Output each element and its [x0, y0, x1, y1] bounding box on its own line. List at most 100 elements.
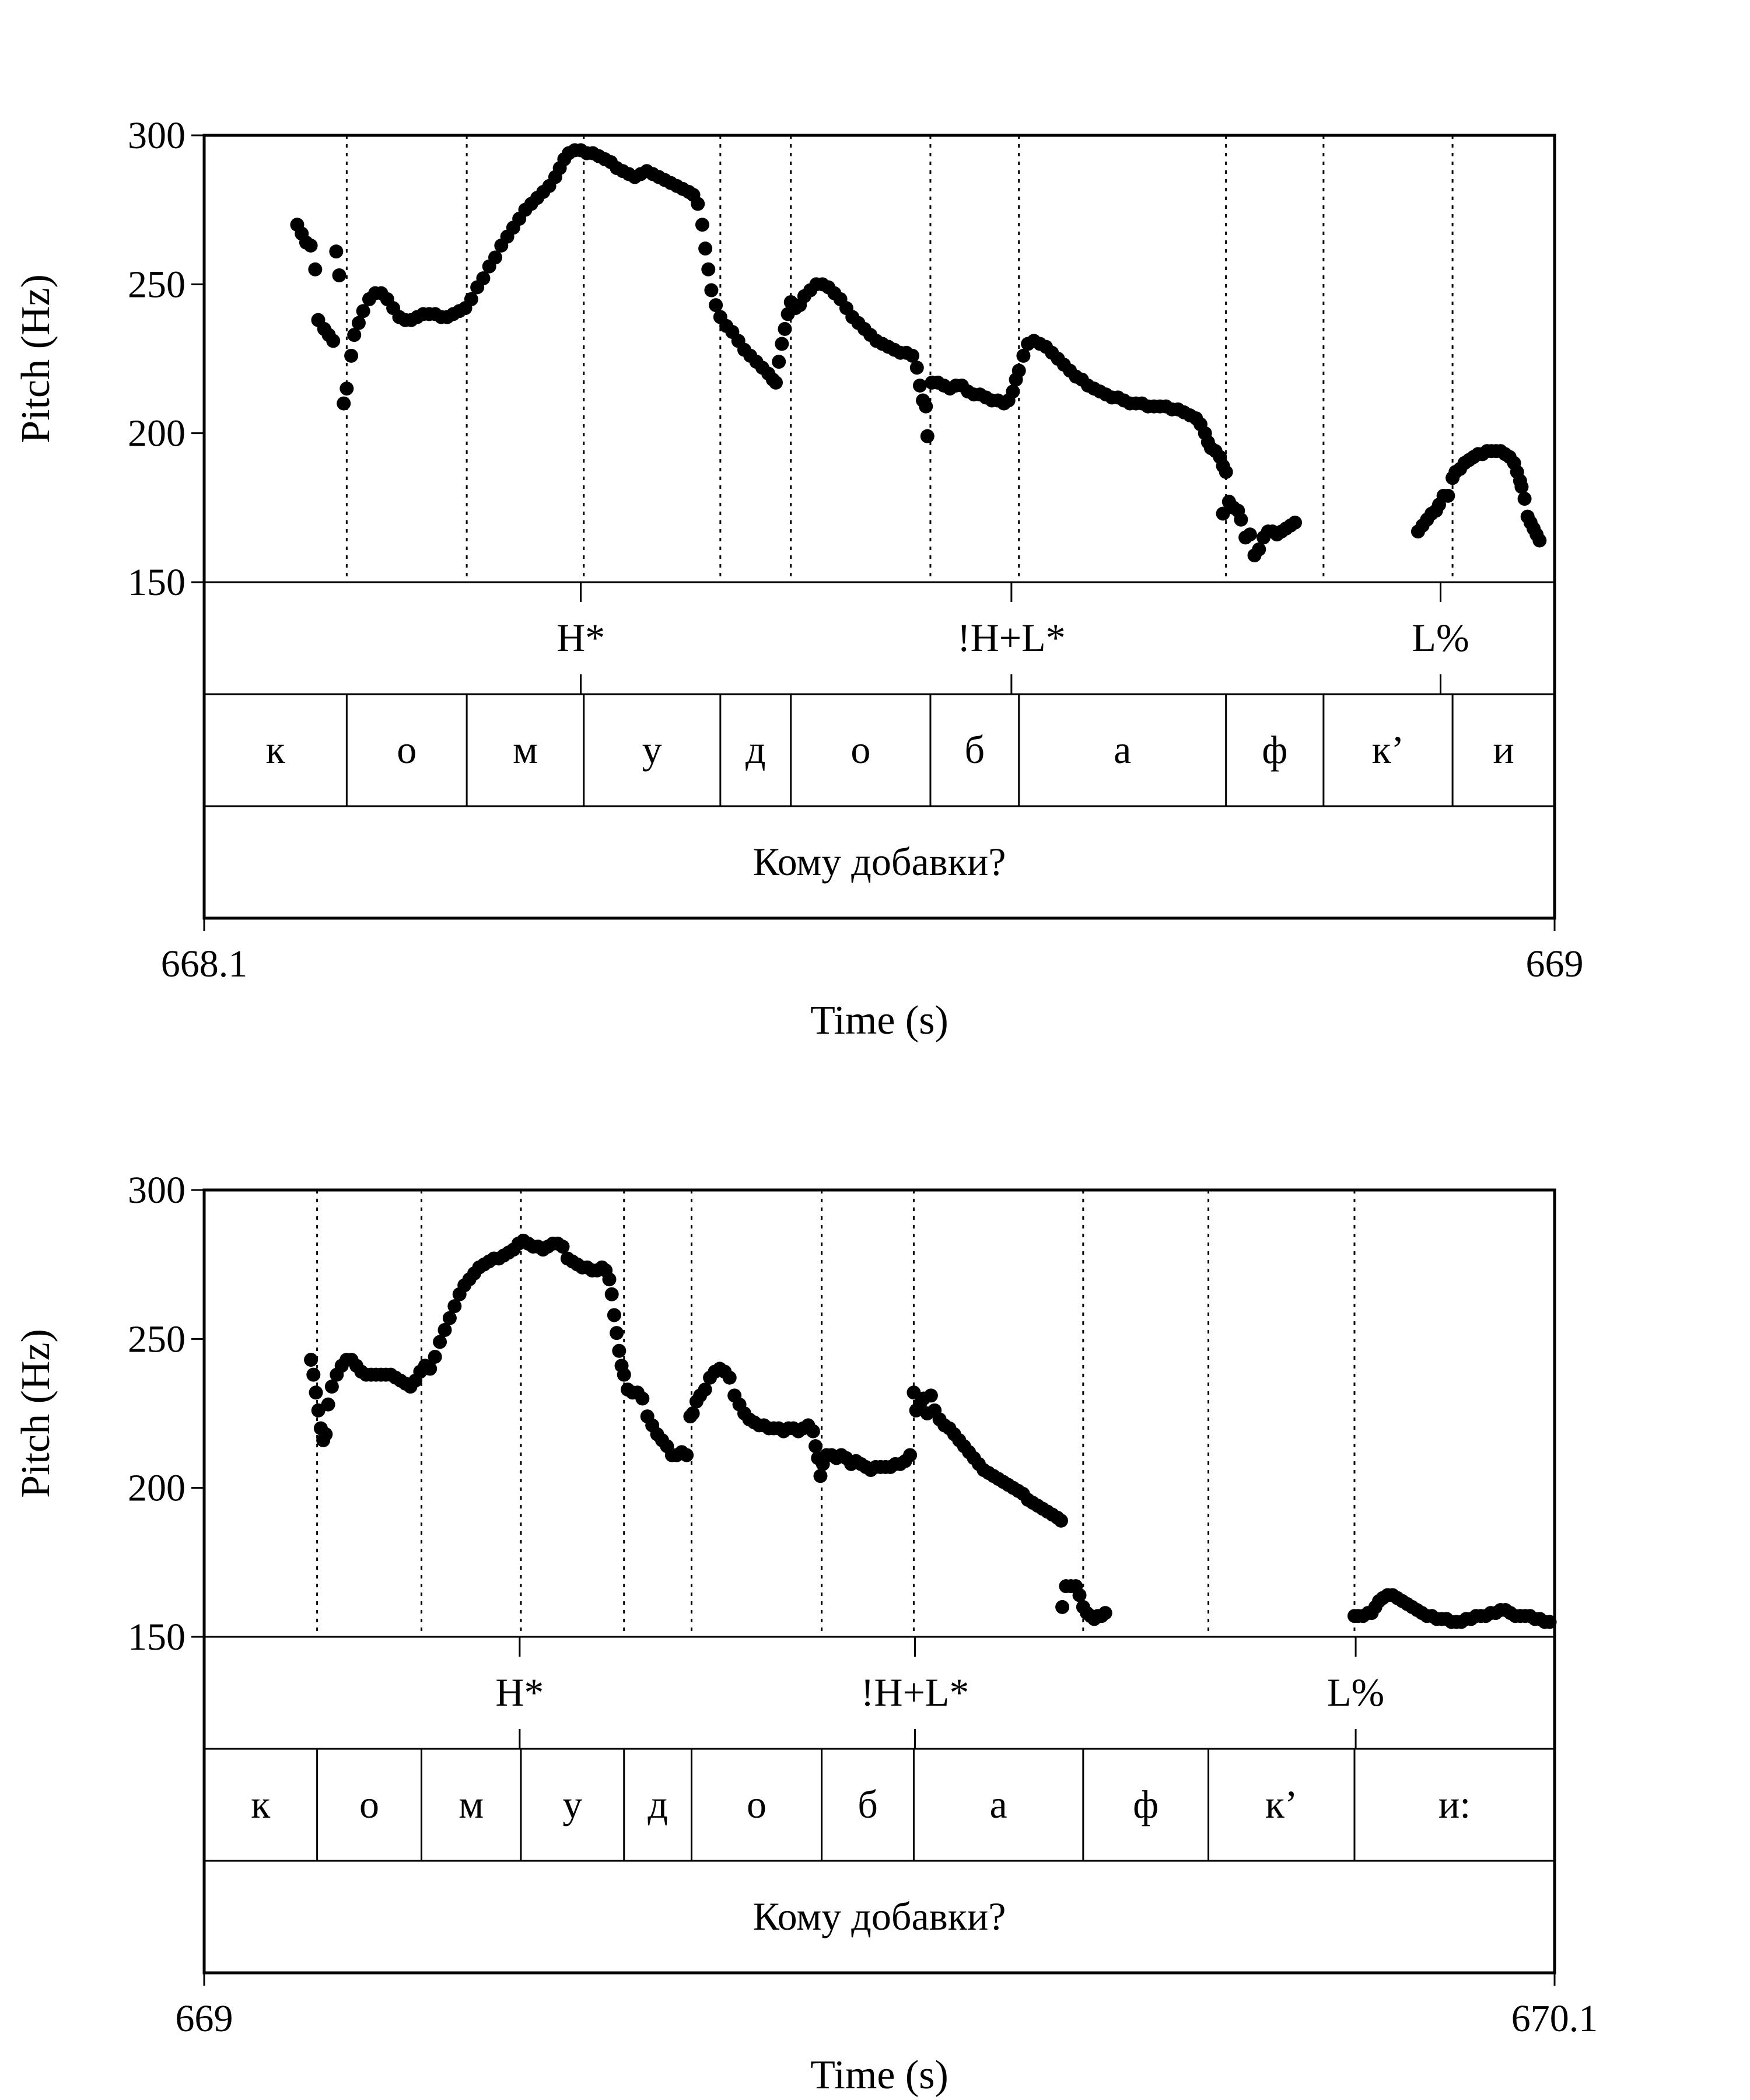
pitch-point — [1234, 512, 1248, 527]
y-tick-label: 200 — [128, 412, 186, 455]
segment-label: к — [251, 1782, 271, 1826]
pitch-point — [476, 271, 491, 286]
segment-label: д — [746, 727, 766, 772]
pitch-point — [769, 375, 783, 390]
pitch-point — [1219, 465, 1233, 480]
y-tick-label: 250 — [128, 1318, 186, 1360]
segment-label: к’ — [1372, 727, 1405, 772]
pitch-point — [1288, 515, 1303, 530]
y-tick-label: 150 — [128, 1616, 186, 1658]
tone-label: !H+L* — [957, 615, 1066, 660]
segment-label: и: — [1438, 1782, 1471, 1826]
segment-label: ф — [1262, 727, 1287, 772]
sentence-label: Кому добавки? — [753, 1894, 1006, 1938]
pitch-point — [709, 298, 723, 313]
x-axis-title: Time (s) — [810, 2053, 949, 2098]
pitch-point — [423, 1362, 438, 1376]
pitch-point — [326, 334, 341, 348]
pitch-point — [1242, 527, 1257, 542]
pitch-point — [607, 1308, 621, 1322]
pitch-point — [923, 1388, 938, 1403]
pitch-point — [1532, 533, 1547, 548]
segment-label: и — [1493, 727, 1514, 772]
sentence-label: Кому добавки? — [753, 839, 1006, 884]
pitch-point — [604, 1287, 619, 1301]
y-axis-title: Pitch (Hz) — [13, 1329, 58, 1498]
pitch-panel-top: 150 200 250 300 668.1 669 Time (s) Pitch (Hz) H*… — [13, 114, 1584, 1043]
pitch-point — [337, 396, 351, 411]
pitch-point — [324, 1380, 339, 1394]
pitch-point — [602, 1272, 617, 1287]
pitch-point — [806, 1424, 820, 1438]
segment-label: б — [965, 727, 985, 772]
pitch-point — [1252, 542, 1266, 556]
segment-label: о — [397, 727, 416, 772]
pitch-point — [775, 337, 789, 351]
pitch-point — [308, 262, 323, 276]
pitch-point — [340, 382, 354, 396]
pitch-point — [903, 1448, 918, 1462]
x-axis-title: Time (s) — [810, 998, 949, 1043]
pitch-point — [1216, 506, 1230, 521]
pitch-point — [438, 1323, 452, 1338]
tone-label: H* — [556, 615, 605, 660]
pitch-point — [778, 321, 792, 336]
segment-label: о — [359, 1782, 379, 1826]
pitch-point — [698, 242, 713, 256]
pitch-point — [344, 348, 359, 363]
segment-label: м — [513, 727, 538, 772]
y-tick-label: 250 — [128, 263, 186, 306]
plot-frame — [202, 1188, 1556, 1975]
pitch-point — [695, 218, 709, 232]
pitch-point — [919, 399, 933, 414]
pitch-point — [1514, 480, 1529, 494]
pitch-point — [813, 1469, 828, 1483]
y-tick-label: 150 — [128, 561, 186, 604]
segment-label: к’ — [1265, 1782, 1298, 1826]
pitch-point — [1072, 1588, 1087, 1602]
pitch-point — [635, 1391, 650, 1406]
pitch-point — [698, 1382, 712, 1397]
pitch-point — [1055, 1600, 1070, 1614]
segment-label: м — [459, 1782, 484, 1826]
segment-label: ф — [1133, 1782, 1158, 1826]
segment-label: у — [562, 1782, 582, 1826]
pitch-point — [351, 316, 366, 330]
segment-label: а — [1114, 727, 1131, 772]
y-tick-label: 300 — [128, 114, 186, 157]
segment-label: а — [990, 1782, 1007, 1826]
pitch-point — [488, 250, 503, 265]
x-tick-label: 670.1 — [1511, 1997, 1598, 2040]
pitch-point — [691, 197, 705, 211]
pitch-point — [1054, 1513, 1068, 1528]
pitch-point — [329, 244, 344, 259]
pitch-point — [433, 1335, 447, 1349]
pitch-point — [680, 1448, 694, 1462]
pitch-point — [347, 328, 362, 342]
pitch-point — [909, 360, 924, 375]
pitch-point — [685, 1406, 700, 1420]
segment-label: к — [266, 727, 286, 772]
pitch-point — [447, 1299, 462, 1314]
segment-label: о — [850, 727, 870, 772]
pitch-point — [920, 429, 935, 443]
plot-frame — [202, 134, 1556, 920]
y-axis-title: Pitch (Hz) — [13, 274, 58, 443]
y-tick-label: 200 — [128, 1467, 186, 1510]
pitch-point — [356, 304, 370, 318]
x-tick-label: 669 — [176, 1997, 233, 2040]
pitch-point — [442, 1311, 457, 1325]
pitch-point — [1517, 492, 1532, 506]
pitch-point — [555, 1240, 570, 1254]
segment-label: о — [747, 1782, 766, 1826]
x-tick-label: 669 — [1526, 943, 1584, 985]
tone-label: L% — [1412, 615, 1469, 660]
pitch-point — [428, 1349, 442, 1364]
pitch-point — [318, 1427, 333, 1441]
pitch-point — [332, 268, 346, 283]
segment-label: д — [648, 1782, 668, 1826]
segment-label: б — [858, 1782, 878, 1826]
pitch-point — [610, 1326, 624, 1340]
pitch-point — [722, 1370, 737, 1385]
